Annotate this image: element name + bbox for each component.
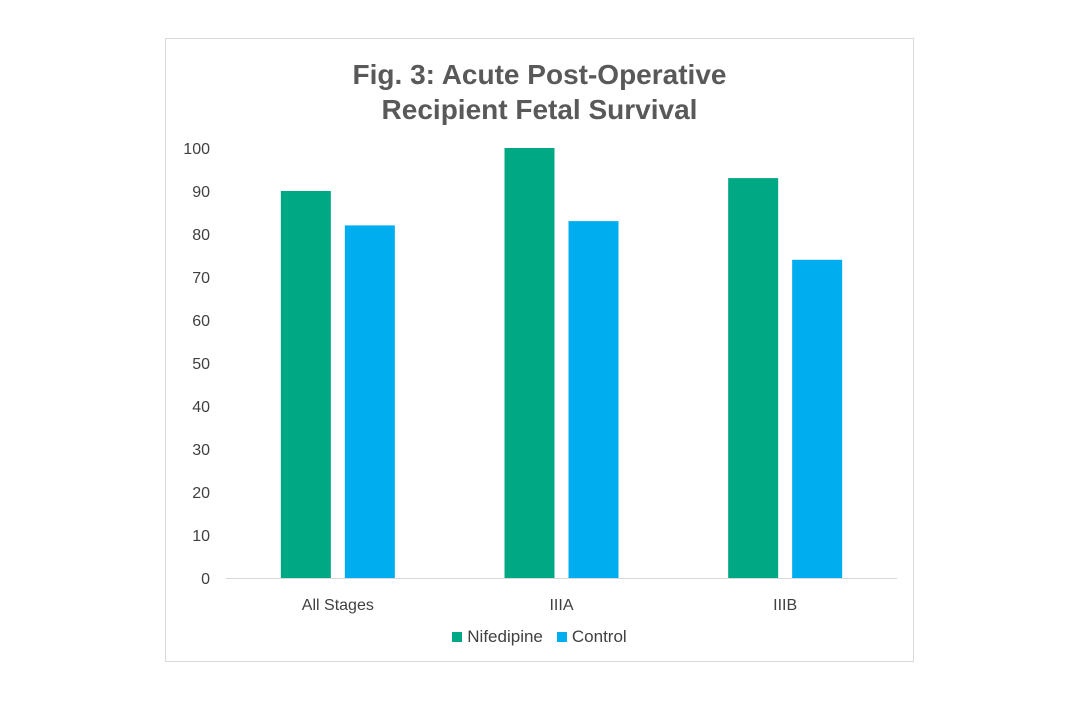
x-tick-label-iiia: IIIA <box>549 597 573 614</box>
legend-swatch-control <box>556 632 567 642</box>
y-tick-label-0: 0 <box>201 571 210 588</box>
bar-control-iiib <box>792 259 843 578</box>
legend-label-nifedipine: Nifedipine <box>467 627 543 646</box>
chart-title-line-2: Recipient Fetal Survival <box>381 94 698 125</box>
bar-nifedipine-iiia <box>504 148 555 578</box>
x-tick-label-iiib: IIIB <box>773 597 797 614</box>
x-axis-labels: All Stages IIIA IIIB <box>302 597 797 614</box>
bar-control-iiia <box>568 221 619 578</box>
y-tick-label-70: 70 <box>192 270 210 287</box>
y-tick-label-40: 40 <box>192 399 210 416</box>
y-tick-label-100: 100 <box>183 141 210 158</box>
legend-swatch-nifedipine <box>452 632 463 642</box>
bar-control-all-stages <box>344 225 395 578</box>
legend-item-control: Control <box>556 627 627 647</box>
y-tick-label-80: 80 <box>192 227 210 244</box>
x-tick-label-all-stages: All Stages <box>302 597 374 614</box>
bar-chart-plot: 0 10 20 30 40 50 60 70 80 90 100 All Stages IIIA III… <box>183 141 897 614</box>
y-tick-label-90: 90 <box>192 184 210 201</box>
y-tick-label-20: 20 <box>192 485 210 502</box>
bar-nifedipine-iiib <box>728 178 779 578</box>
legend-label-control: Control <box>571 627 627 646</box>
legend: Nifedipine Control <box>166 627 913 647</box>
y-axis-labels: 0 10 20 30 40 50 60 70 80 90 100 <box>183 141 210 588</box>
bar-nifedipine-all-stages <box>280 191 331 578</box>
bars <box>280 148 843 578</box>
chart-frame: Fig. 3: Acute Post-Operative Recipient F… <box>165 38 914 662</box>
y-tick-label-30: 30 <box>192 442 210 459</box>
legend-item-nifedipine: Nifedipine <box>452 627 543 647</box>
y-tick-label-50: 50 <box>192 356 210 373</box>
y-tick-label-60: 60 <box>192 313 210 330</box>
chart-title-line-1: Fig. 3: Acute Post-Operative <box>352 59 727 90</box>
chart-title: Fig. 3: Acute Post-Operative Recipient F… <box>166 57 913 127</box>
y-tick-label-10: 10 <box>192 528 210 545</box>
